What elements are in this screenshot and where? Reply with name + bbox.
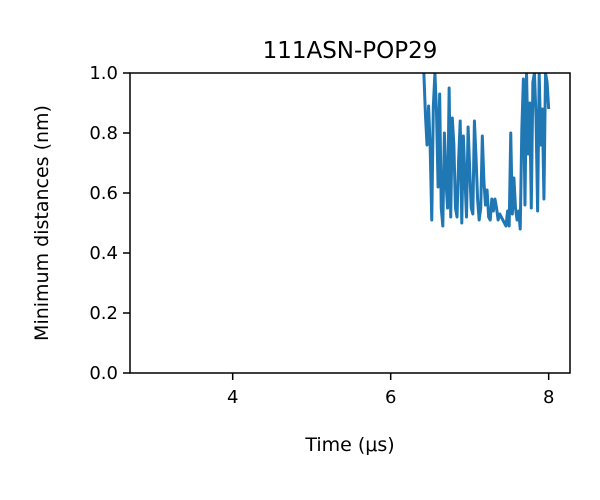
y-tick-label: 0.0 [89, 363, 118, 384]
chart-title: 111ASN-POP29 [263, 38, 438, 64]
y-tick-label: 0.2 [89, 303, 118, 324]
y-tick-label: 0.4 [89, 243, 118, 264]
y-tick-label: 1.0 [89, 63, 118, 84]
y-tick-label: 0.8 [89, 123, 118, 144]
plot-frame [129, 72, 571, 374]
x-tick-label: 8 [543, 387, 554, 408]
x-axis-label: Time (μs) [304, 434, 394, 456]
y-tick-label: 0.6 [89, 183, 118, 204]
series-group [422, 73, 551, 231]
series-line [422, 73, 551, 231]
x-axis-ticks: 4 6 8 [227, 373, 554, 408]
y-axis-label: Minimum distances (nm) [31, 105, 53, 341]
x-tick-label: 6 [385, 387, 396, 408]
x-tick-label: 4 [227, 387, 238, 408]
y-axis-ticks: 0.0 0.2 0.4 0.6 0.8 1.0 [89, 63, 130, 384]
